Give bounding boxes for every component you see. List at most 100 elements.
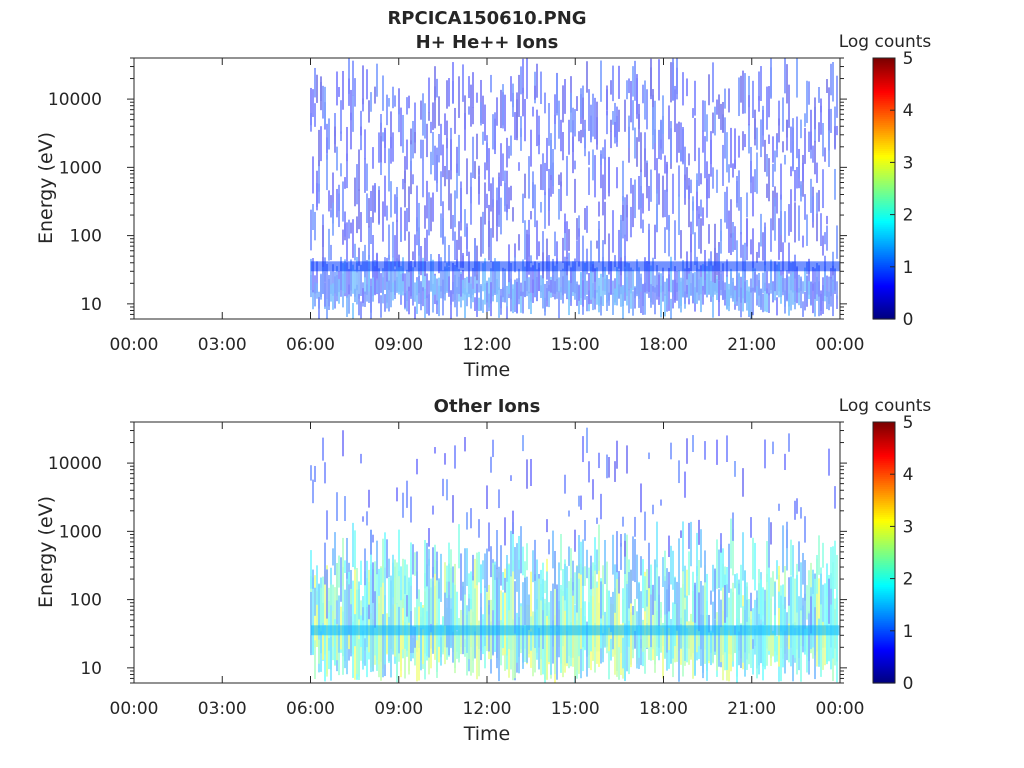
spectrogram-cell — [790, 189, 792, 232]
spectrogram-cell — [496, 261, 498, 295]
spectrogram-cell — [544, 162, 546, 196]
spectrogram-cell — [774, 197, 776, 241]
spectrogram-cell — [448, 542, 450, 582]
spectrogram-cell — [378, 132, 380, 163]
spectrogram-cell — [518, 234, 520, 251]
spectrogram-cell — [434, 447, 436, 454]
spectrogram-cell — [784, 58, 786, 94]
spectrogram-cell — [326, 569, 328, 619]
colorbar-swatch — [873, 590, 895, 594]
spectrogram-cell — [350, 89, 352, 121]
spectrogram-cell — [432, 102, 434, 130]
spectrogram-cell — [608, 627, 610, 652]
colorbar-swatch — [873, 306, 895, 310]
spectrogram-cell — [720, 627, 722, 663]
spectrogram-cell — [694, 582, 696, 623]
colorbar-swatch — [873, 186, 895, 190]
spectrogram-cell — [740, 231, 742, 258]
colorbar-swatch — [873, 478, 895, 481]
spectrogram-cell — [738, 135, 740, 158]
spectrogram-cell — [756, 251, 758, 263]
spectrogram-cell — [794, 500, 796, 520]
spectrogram-cell — [638, 271, 640, 308]
spectrogram-cell — [750, 278, 752, 293]
spectrogram-cell — [670, 121, 672, 164]
colorbar-swatch — [873, 154, 895, 157]
colorbar-swatch — [873, 148, 895, 151]
spectrogram-cell — [630, 206, 632, 238]
spectrogram-cell — [578, 535, 580, 574]
colorbar-swatch — [873, 78, 895, 81]
spectrogram-cell — [774, 186, 776, 207]
spectrogram-cell — [768, 134, 770, 144]
spectrogram-cell — [464, 209, 466, 237]
spectrogram-cell — [546, 238, 548, 269]
spectrogram-cell — [334, 271, 336, 294]
spectrogram-cell — [650, 169, 652, 202]
spectrogram-cell — [664, 614, 666, 659]
spectrogram-cell — [498, 489, 500, 509]
colorbar-swatch — [873, 492, 895, 495]
spectrogram-cell — [482, 299, 484, 313]
spectrogram-cell — [510, 185, 512, 201]
spectrogram-cell — [562, 237, 564, 263]
spectrogram-cell — [354, 78, 356, 107]
spectrogram-cell — [528, 156, 530, 199]
spectrogram-cell — [472, 267, 474, 295]
spectrogram-cell — [404, 559, 406, 649]
spectrogram-cell — [742, 532, 744, 581]
spectrogram-cell — [578, 131, 580, 142]
colorbar-swatch — [873, 182, 895, 186]
spectrogram-cell — [596, 117, 598, 150]
colorbar-swatch — [873, 660, 895, 664]
spectrogram-cell — [672, 279, 674, 297]
colorbar-swatch — [873, 554, 895, 558]
spectrogram-cell — [366, 163, 368, 191]
spectrogram-cell — [380, 567, 382, 588]
colorbar-tick-label: 5 — [903, 413, 914, 433]
spectrogram-cell — [816, 263, 818, 295]
spectrogram-cell — [450, 291, 452, 319]
spectrogram-cell — [790, 126, 792, 153]
spectrogram-cell — [362, 607, 364, 621]
spectrogram-cell — [468, 76, 470, 99]
colorbar-swatch — [873, 524, 895, 527]
spectrogram-cell — [370, 529, 372, 555]
colorbar-swatch — [873, 576, 895, 580]
spectrogram-cell — [702, 207, 704, 226]
spectrogram-cell — [620, 629, 622, 654]
spectrogram-cell — [668, 216, 670, 231]
colorbar-swatch — [873, 294, 895, 298]
colorbar-swatch — [873, 560, 895, 564]
spectrogram-cell — [782, 97, 784, 132]
colorbar-tick-label: 2 — [903, 570, 914, 590]
spectrogram-cell — [408, 95, 410, 109]
spectrogram-cell — [608, 590, 610, 628]
spectrogram-cell — [828, 578, 830, 624]
spectrogram-cell — [766, 573, 768, 666]
spectrogram-cell — [544, 598, 546, 680]
spectrogram-cell — [392, 132, 394, 162]
spectrogram-cell — [710, 251, 712, 266]
spectrogram-cell — [548, 168, 550, 211]
spectrogram-cell — [802, 301, 804, 317]
spectrogram-cell — [376, 266, 378, 295]
spectrogram-cell — [660, 121, 662, 151]
spectrogram-cell — [632, 269, 634, 291]
spectrogram-cell — [412, 174, 414, 185]
spectrogram-cell — [512, 522, 514, 572]
spectrogram-cell — [638, 175, 640, 210]
spectrogram-cell — [506, 285, 508, 308]
spectrogram-cell — [826, 291, 828, 310]
colorbar-swatch — [873, 162, 895, 166]
colorbar-swatch — [873, 284, 895, 288]
spectrogram-cell — [762, 621, 764, 667]
spectrogram-cell — [554, 265, 556, 294]
spectrogram-cell — [788, 433, 790, 452]
spectrogram-cell — [378, 568, 380, 596]
spectrogram-cell — [322, 256, 324, 295]
spectrogram-cell — [356, 589, 358, 634]
spectrogram-cell — [404, 622, 406, 679]
spectrogram-cell — [558, 188, 560, 220]
spectrogram-cell — [802, 162, 804, 182]
